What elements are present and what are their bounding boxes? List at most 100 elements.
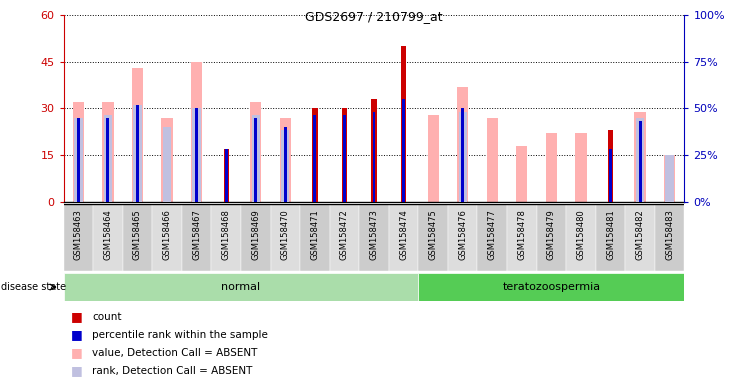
Bar [162, 118, 173, 202]
Bar [371, 99, 377, 202]
Bar [123, 204, 153, 271]
Bar [448, 204, 477, 271]
Bar [64, 273, 418, 301]
Bar [342, 109, 347, 202]
Text: GSM158483: GSM158483 [665, 209, 674, 260]
Bar [477, 204, 507, 271]
Text: GSM158476: GSM158476 [459, 209, 468, 260]
Text: GSM158475: GSM158475 [429, 209, 438, 260]
Bar [462, 109, 465, 202]
Text: GSM158480: GSM158480 [577, 209, 586, 260]
Bar [106, 118, 109, 202]
Text: GSM158463: GSM158463 [74, 209, 83, 260]
Text: ■: ■ [71, 328, 83, 341]
Bar [281, 130, 289, 202]
Text: GSM158471: GSM158471 [310, 209, 319, 260]
Bar [300, 204, 330, 271]
Text: GSM158478: GSM158478 [518, 209, 527, 260]
Bar [330, 204, 359, 271]
Text: GSM158482: GSM158482 [636, 209, 645, 260]
Bar [212, 204, 241, 271]
Bar [94, 204, 123, 271]
Bar [625, 204, 654, 271]
Text: GSM158464: GSM158464 [103, 209, 112, 260]
Bar [224, 149, 229, 202]
Bar [136, 105, 139, 202]
Bar [74, 118, 82, 202]
Bar [546, 133, 557, 202]
Bar [487, 118, 498, 202]
Text: GSM158472: GSM158472 [340, 209, 349, 260]
Bar [373, 112, 375, 202]
Text: GSM158465: GSM158465 [133, 209, 142, 260]
Bar [163, 127, 171, 202]
Bar [609, 149, 612, 202]
Bar [634, 112, 646, 202]
Text: teratozoospermia: teratozoospermia [503, 282, 601, 292]
Bar [401, 46, 406, 202]
Bar [250, 102, 261, 202]
Bar [73, 102, 84, 202]
Bar [595, 204, 625, 271]
Text: rank, Detection Call = ABSENT: rank, Detection Call = ABSENT [92, 366, 252, 376]
Bar [428, 115, 439, 202]
Bar [280, 118, 291, 202]
Bar [132, 68, 143, 202]
Bar [459, 112, 467, 202]
Text: count: count [92, 312, 121, 322]
Bar [271, 204, 300, 271]
Bar [636, 118, 644, 202]
Bar [191, 62, 202, 202]
Text: percentile rank within the sample: percentile rank within the sample [92, 330, 268, 340]
Text: GSM158470: GSM158470 [280, 209, 289, 260]
Bar [133, 105, 141, 202]
Bar [343, 115, 346, 202]
Bar [312, 109, 318, 202]
Bar [507, 204, 536, 271]
Bar [359, 204, 389, 271]
Bar [639, 121, 642, 202]
Text: GSM158474: GSM158474 [399, 209, 408, 260]
Text: GSM158469: GSM158469 [251, 209, 260, 260]
Text: normal: normal [221, 282, 260, 292]
Text: GDS2697 / 210799_at: GDS2697 / 210799_at [305, 10, 443, 23]
Bar [664, 155, 675, 202]
Text: GSM158481: GSM158481 [606, 209, 615, 260]
Bar [313, 115, 316, 202]
Bar [457, 87, 468, 202]
Bar [254, 118, 257, 202]
Bar [224, 149, 227, 202]
Bar [566, 204, 595, 271]
Bar [654, 204, 684, 271]
Text: GSM158467: GSM158467 [192, 209, 201, 260]
Bar [153, 204, 182, 271]
Bar [102, 102, 114, 202]
Bar [389, 204, 418, 271]
Bar [251, 115, 260, 202]
Text: value, Detection Call = ABSENT: value, Detection Call = ABSENT [92, 348, 257, 358]
Bar [64, 204, 94, 271]
Text: ■: ■ [71, 364, 83, 377]
Text: ■: ■ [71, 346, 83, 359]
Bar [182, 204, 212, 271]
Bar [195, 109, 198, 202]
Bar [77, 118, 80, 202]
Text: GSM158473: GSM158473 [370, 209, 378, 260]
Bar [516, 146, 527, 202]
Text: GSM158477: GSM158477 [488, 209, 497, 260]
Bar [192, 109, 200, 202]
Text: ■: ■ [71, 310, 83, 323]
Bar [402, 99, 405, 202]
Text: GSM158466: GSM158466 [162, 209, 171, 260]
Bar [666, 155, 674, 202]
Bar [104, 115, 112, 202]
Bar [536, 204, 566, 271]
Text: disease state: disease state [1, 282, 67, 292]
Bar [418, 204, 448, 271]
Text: GSM158479: GSM158479 [547, 209, 556, 260]
Bar [575, 133, 586, 202]
Bar [418, 273, 684, 301]
Bar [241, 204, 271, 271]
Text: GSM158468: GSM158468 [221, 209, 230, 260]
Bar [608, 130, 613, 202]
